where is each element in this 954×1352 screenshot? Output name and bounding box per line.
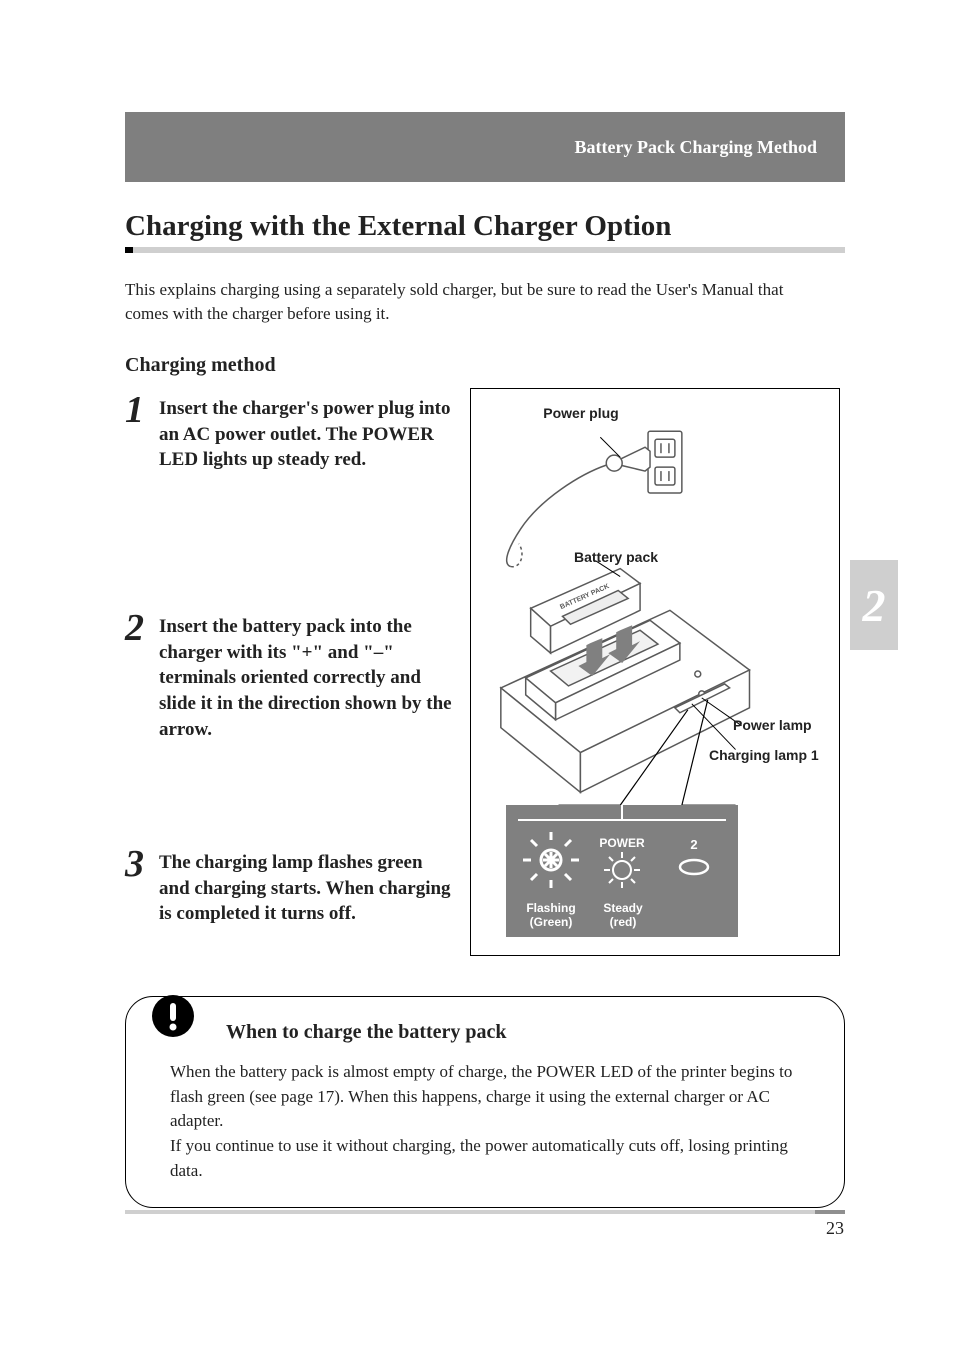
step-text: The charging lamp flashes green and char… bbox=[159, 850, 455, 927]
note-title: When to charge the battery pack bbox=[226, 1021, 816, 1044]
label-power-plug: Power plug bbox=[531, 405, 631, 421]
header-bar: Battery Pack Charging Method bbox=[125, 112, 845, 182]
step-number: 1 bbox=[125, 388, 144, 432]
step-text: Insert the battery pack into the charger… bbox=[159, 614, 455, 742]
chapter-tab: 2 bbox=[850, 560, 898, 650]
label-flashing: Flashing (Green) bbox=[516, 901, 586, 929]
page-number: 23 bbox=[826, 1218, 844, 1239]
subheading: Charging method bbox=[125, 354, 276, 377]
label-steady: Steady (red) bbox=[588, 901, 658, 929]
step-number: 3 bbox=[125, 842, 144, 886]
step-1: 1 Insert the charger's power plug into a… bbox=[125, 396, 455, 473]
led-power-label: POWER bbox=[599, 836, 645, 850]
flashing-text: Flashing bbox=[526, 901, 575, 915]
caution-icon bbox=[150, 993, 196, 1039]
steady-sub: (red) bbox=[610, 915, 637, 929]
footer-line-end bbox=[815, 1210, 845, 1214]
step-text: Insert the charger's power plug into an … bbox=[159, 396, 455, 473]
flashing-sub: (Green) bbox=[530, 915, 573, 929]
intro-paragraph: This explains charging using a separatel… bbox=[125, 278, 825, 326]
label-battery-pack: Battery pack bbox=[561, 549, 671, 565]
label-power-lamp: Power lamp bbox=[733, 717, 843, 733]
label-charging-lamp: Charging lamp 1 bbox=[709, 747, 849, 763]
steady-text: Steady bbox=[603, 901, 642, 915]
step-number: 2 bbox=[125, 606, 144, 650]
section-title: Charging with the External Charger Optio… bbox=[125, 210, 845, 243]
note-box: When to charge the battery pack When the… bbox=[125, 996, 845, 1208]
title-underline bbox=[125, 247, 845, 253]
title-underline-rest bbox=[133, 247, 845, 253]
header-section-label: Battery Pack Charging Method bbox=[575, 137, 817, 158]
step-2: 2 Insert the battery pack into the charg… bbox=[125, 614, 455, 742]
title-underline-accent bbox=[125, 247, 133, 253]
section-title-row: Charging with the External Charger Optio… bbox=[125, 210, 845, 253]
led-2-label: 2 bbox=[690, 837, 697, 852]
footer-line-grey bbox=[125, 1210, 815, 1214]
note-body: When the battery pack is almost empty of… bbox=[170, 1060, 816, 1183]
charger-diagram: BATTERY PACK bbox=[470, 388, 840, 956]
footer-line bbox=[125, 1210, 845, 1214]
led-status-panel: POWER 2 Flashing (Green) bbox=[506, 805, 738, 937]
manual-page: Battery Pack Charging Method Charging wi… bbox=[0, 0, 954, 1352]
chapter-number: 2 bbox=[863, 579, 886, 632]
step-3: 3 The charging lamp flashes green and ch… bbox=[125, 850, 455, 927]
